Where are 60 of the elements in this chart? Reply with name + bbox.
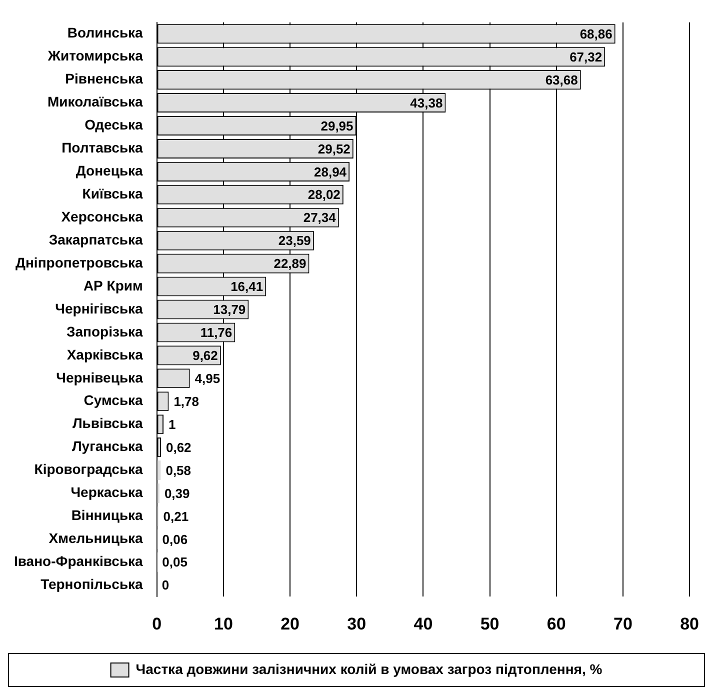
x-tick-label: 60 bbox=[546, 614, 566, 634]
data-label: 22,89 bbox=[274, 256, 306, 272]
data-label: 16,41 bbox=[230, 279, 264, 294]
data-label: 4,95 bbox=[194, 370, 220, 386]
y-tick-label: Харківська bbox=[66, 346, 144, 362]
y-tick-label: Луганська bbox=[72, 438, 144, 454]
data-label: 0,06 bbox=[162, 532, 188, 547]
data-label: 0,39 bbox=[164, 486, 190, 501]
y-tick-label: АР Крим bbox=[83, 277, 143, 294]
y-tick-label: Черкаська bbox=[70, 484, 144, 500]
data-label: 68,86 bbox=[580, 26, 612, 42]
data-label: 0,62 bbox=[166, 440, 192, 455]
data-label: 0 bbox=[162, 578, 170, 593]
data-label: 29,52 bbox=[318, 141, 350, 156]
data-label: 11,76 bbox=[200, 325, 232, 340]
y-tick-label: Закарпатська bbox=[48, 231, 144, 248]
y-tick-label: Рівненська bbox=[65, 70, 144, 87]
data-label: 63,68 bbox=[545, 72, 578, 88]
x-tick-label: 50 bbox=[480, 614, 500, 634]
y-tick-label: Волинська bbox=[67, 24, 144, 41]
y-tick-label: Чернігівська bbox=[55, 300, 144, 316]
data-label: 29,95 bbox=[320, 118, 354, 134]
y-tick-label: Кіровоградська bbox=[34, 461, 144, 478]
y-tick-label: Вінницька bbox=[71, 507, 144, 524]
data-label: 23,59 bbox=[278, 233, 311, 248]
data-label: 67,32 bbox=[570, 49, 602, 64]
data-label: 1,78 bbox=[174, 394, 200, 409]
x-tick-label: 80 bbox=[680, 614, 700, 634]
data-label: 0,05 bbox=[162, 554, 188, 570]
data-label: 0,58 bbox=[166, 462, 192, 478]
y-tick-label: Херсонська bbox=[61, 208, 144, 224]
x-tick-label: 70 bbox=[614, 614, 632, 634]
y-tick-label: Івано-Франківська bbox=[14, 553, 144, 570]
y-tick-label: Житомирська bbox=[46, 48, 144, 64]
y-tick-label: Миколаївська bbox=[47, 94, 144, 110]
data-label: 0,21 bbox=[163, 508, 189, 524]
data-label: 27,34 bbox=[303, 210, 337, 226]
y-tick-label: Донецька bbox=[76, 162, 144, 179]
y-tick-label: Полтавська bbox=[62, 140, 144, 156]
y-tick-label: Хмельницька bbox=[48, 530, 144, 546]
y-tick-label: Чернівецька bbox=[56, 369, 144, 386]
data-label: 1 bbox=[168, 416, 176, 432]
y-tick-label: Дніпропетровська bbox=[16, 254, 144, 270]
y-tick-label: Львівська bbox=[72, 415, 144, 432]
y-tick-label: Сумська bbox=[84, 392, 144, 408]
data-label: 13,79 bbox=[213, 302, 246, 318]
x-tick-label: 40 bbox=[414, 614, 433, 634]
x-tick-label: 10 bbox=[214, 614, 233, 634]
y-tick-label: Одеська bbox=[84, 116, 144, 133]
x-tick-label: 20 bbox=[280, 614, 300, 634]
y-tick-label: Тернопільська bbox=[40, 576, 144, 592]
data-label: 28,02 bbox=[308, 187, 340, 202]
x-tick-label: 0 bbox=[152, 614, 162, 634]
y-tick-label: Запорізька bbox=[66, 323, 144, 340]
data-label: 43,38 bbox=[410, 95, 443, 110]
data-label: 9,62 bbox=[192, 348, 218, 364]
data-label: 28,94 bbox=[314, 164, 348, 180]
legend-label: Частка довжини залізничних колій в умовах загроз підтоплення, % bbox=[136, 660, 603, 677]
x-tick-label: 30 bbox=[347, 614, 366, 634]
y-tick-label: Київська bbox=[82, 186, 144, 202]
